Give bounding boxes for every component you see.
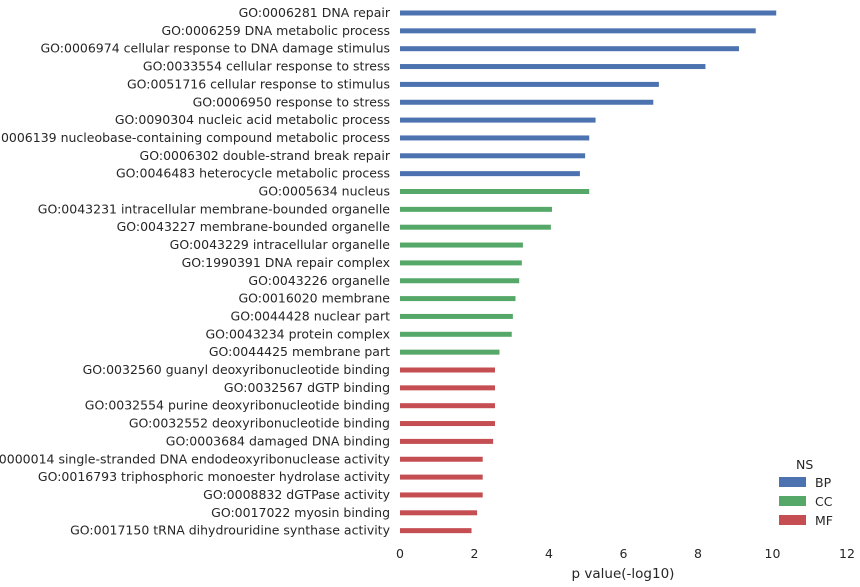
y-tick-label: GO:0044425 membrane part	[209, 344, 390, 359]
y-tick-label: GO:0032552 deoxyribonucleotide binding	[129, 416, 390, 431]
bar-mf	[400, 403, 495, 409]
y-tick-label: GO:0006950 response to stress	[193, 94, 390, 109]
bar-cc	[400, 349, 500, 355]
y-tick-label: GO:0051716 cellular response to stimulus	[127, 76, 390, 91]
bar-bp	[400, 10, 777, 16]
bar-cc	[400, 206, 552, 212]
bar-bp	[400, 64, 706, 70]
y-tick-label: GO:0043226 organelle	[248, 273, 390, 288]
x-tick-label: 0	[396, 546, 404, 561]
y-tick-label: GO:0008832 dGTPase activity	[203, 487, 390, 502]
bar-cc	[400, 224, 551, 230]
y-tick-label: GO:0090304 nucleic acid metabolic proces…	[115, 112, 390, 127]
legend-label-bp: BP	[815, 475, 832, 490]
y-tick-label: GO:0017150 tRNA dihydrouridine synthase …	[70, 523, 390, 538]
y-tick-label: GO:0006974 cellular response to DNA dama…	[40, 41, 390, 56]
x-tick-labels: 0 2 4 6 8 10 12	[396, 546, 855, 561]
y-tick-label: GO:0000014 single-stranded DNA endodeoxy…	[0, 451, 391, 466]
y-tick-label: GO:0006259 DNA metabolic process	[162, 23, 391, 38]
y-tick-label: GO:0032560 guanyl deoxyribonucleotide bi…	[83, 362, 390, 377]
bar-mf	[400, 528, 472, 534]
x-tick-label: 10	[765, 546, 781, 561]
y-tick-label: GO:0046483 heterocycle metabolic process	[116, 166, 390, 181]
x-tick-label: 4	[545, 546, 553, 561]
bar-mf	[400, 438, 494, 444]
bar-cc	[400, 260, 522, 266]
legend-items: BP CC MF	[779, 475, 833, 528]
bar-cc	[400, 313, 513, 319]
bar-bp	[400, 135, 590, 141]
y-tick-label: GO:0003684 damaged DNA binding	[166, 433, 390, 448]
y-tick-label: GO:0006281 DNA repair	[239, 5, 391, 20]
bar-mf	[400, 385, 495, 391]
bar-bp	[400, 28, 756, 34]
bar-bp	[400, 46, 739, 52]
legend-swatch-mf	[779, 515, 806, 525]
bar-cc	[400, 331, 512, 337]
x-axis-label: p value(-log10)	[572, 566, 675, 582]
y-tick-label: GO:0016020 membrane	[238, 291, 390, 306]
bar-cc	[400, 278, 520, 284]
bars-layer	[400, 10, 777, 534]
legend-title: NS	[796, 457, 813, 472]
bar-bp	[400, 117, 596, 123]
y-tick-label: GO:0016793 triphosphoric monoester hydro…	[38, 469, 391, 484]
x-tick-label: 12	[839, 546, 855, 561]
bar-mf	[400, 456, 483, 462]
y-tick-label: GO:0005634 nucleus	[259, 184, 390, 199]
y-tick-label: GO:0043227 membrane-bounded organelle	[117, 219, 391, 234]
y-tick-labels: GO:0006281 DNA repair GO:0006259 DNA meta…	[0, 5, 391, 538]
y-tick-label: GO:0017022 myosin binding	[211, 505, 390, 520]
x-tick-label: 2	[471, 546, 479, 561]
y-tick-label: GO:0043229 intracellular organelle	[170, 237, 391, 252]
bar-cc	[400, 189, 590, 194]
legend-label-cc: CC	[815, 494, 833, 509]
legend-label-mf: MF	[815, 513, 833, 528]
bar-bp	[400, 153, 586, 159]
y-tick-label: GO:0006302 double-strand break repair	[140, 148, 391, 163]
y-tick-label: GO:0032567 dGTP binding	[224, 380, 390, 395]
bar-mf	[400, 421, 495, 427]
y-tick-label: GO:0043234 protein complex	[205, 326, 390, 341]
y-tick-label: GO:0044428 nuclear part	[231, 308, 391, 323]
y-tick-label: GO:0032554 purine deoxyribonucleotide bi…	[85, 398, 390, 413]
bar-bp	[400, 81, 659, 87]
y-tick-label: GO:0006139 nucleobase-containing compoun…	[0, 130, 390, 145]
bar-mf	[400, 474, 483, 480]
bar-cc	[400, 296, 516, 302]
bar-cc	[400, 242, 523, 248]
bar-mf	[400, 492, 483, 498]
y-tick-label: GO:0043231 intracellular membrane-bounde…	[38, 201, 391, 216]
y-tick-label: GO:1990391 DNA repair complex	[182, 255, 390, 270]
bar-bp	[400, 171, 580, 177]
bar-mf	[400, 367, 495, 373]
legend: NS BP CC MF	[779, 457, 833, 528]
y-tick-label: GO:0033554 cellular response to stress	[143, 59, 390, 74]
legend-swatch-cc	[779, 496, 806, 506]
x-tick-label: 8	[694, 546, 702, 561]
x-tick-label: 6	[620, 546, 628, 561]
bar-mf	[400, 510, 478, 516]
legend-swatch-bp	[779, 477, 806, 487]
bar-bp	[400, 99, 654, 105]
